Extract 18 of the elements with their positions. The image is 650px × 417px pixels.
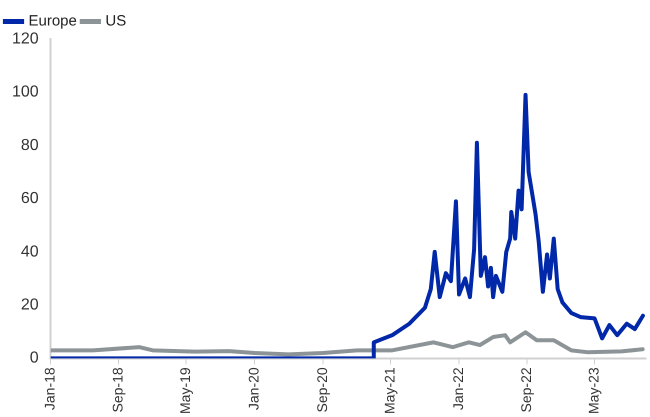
- legend-label: Europe: [28, 12, 77, 30]
- y-tick-label: 20: [20, 296, 39, 314]
- x-tick-label: Sep-18: [109, 367, 126, 412]
- x-tick-label: Jan-18: [42, 367, 58, 410]
- x-tick-label: Sep-22: [518, 367, 534, 412]
- y-tick-label: 100: [12, 84, 39, 101]
- x-tick-label: May-23: [585, 367, 602, 414]
- y-tick-label: 80: [20, 136, 39, 154]
- y-tick-label: 60: [20, 190, 39, 208]
- x-tick-label: May-21: [381, 367, 398, 414]
- x-tick-label: Jan-22: [450, 367, 466, 410]
- legend-label: US: [105, 12, 126, 30]
- y-tick-label: 0: [30, 350, 39, 367]
- y-tick-label: 120: [12, 30, 39, 48]
- y-tick-label: 40: [20, 243, 39, 260]
- x-tick-label: Jan-20: [246, 367, 262, 410]
- x-tick-label: Sep-20: [314, 367, 330, 412]
- x-tick-label: May-19: [177, 367, 194, 414]
